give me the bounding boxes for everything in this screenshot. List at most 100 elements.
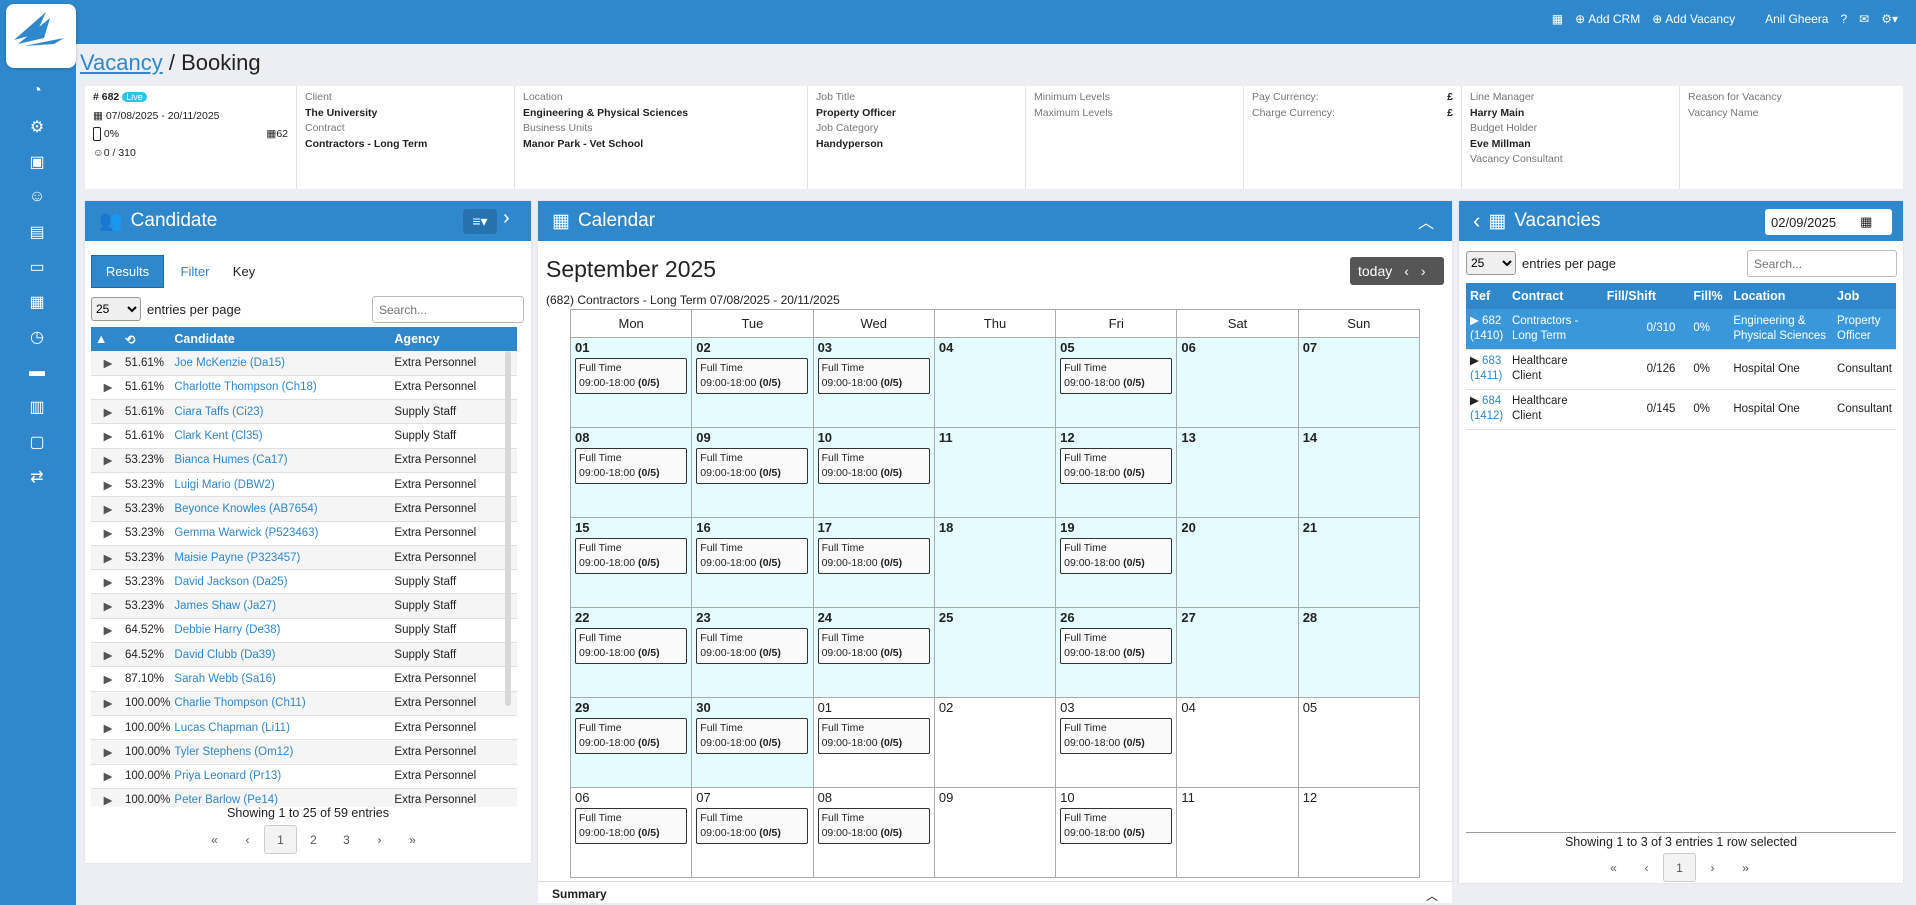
- candidate-link[interactable]: Charlotte Thompson (Ch18): [174, 381, 317, 394]
- calendar-day[interactable]: 10 Full Time 09:00-18:00 (0/5): [812, 427, 935, 518]
- id-card-icon[interactable]: ▭: [29, 259, 45, 276]
- calendar-day[interactable]: 03 Full Time 09:00-18:00 (0/5): [1055, 697, 1178, 788]
- chevron-right-icon[interactable]: ›: [503, 207, 510, 229]
- page-button[interactable]: ›: [1710, 860, 1715, 875]
- col-contract[interactable]: Contract: [1507, 283, 1603, 309]
- shift-event[interactable]: Full Time 09:00-18:00 (0/5): [1060, 628, 1173, 664]
- logo[interactable]: [6, 4, 76, 68]
- calendar-day[interactable]: 17 Full Time 09:00-18:00 (0/5): [812, 517, 935, 608]
- shift-event[interactable]: Full Time 09:00-18:00 (0/5): [696, 628, 809, 664]
- calendar-day[interactable]: 23 Full Time 09:00-18:00 (0/5): [691, 607, 814, 698]
- calendar-day[interactable]: 06: [1176, 337, 1299, 428]
- expand-icon[interactable]: ▶: [91, 521, 121, 546]
- table-row[interactable]: ▶ 682 (1410) Contractors - Long Term 0/310 0…: [1466, 309, 1896, 350]
- next-month-icon[interactable]: ›: [1420, 263, 1426, 279]
- shift-event[interactable]: Full Time 09:00-18:00 (0/5): [1060, 538, 1173, 574]
- table-row[interactable]: ▶ 51.61% Clark Kent (Cl35) Supply Staff: [91, 423, 517, 449]
- shift-event[interactable]: Full Time 09:00-18:00 (0/5): [575, 718, 687, 754]
- calendar-day[interactable]: 14: [1297, 427, 1421, 518]
- table-row[interactable]: ▶ 51.61% Ciara Taffs (Ci23) Supply Staff: [91, 399, 517, 425]
- shift-event[interactable]: Full Time 09:00-18:00 (0/5): [817, 718, 930, 754]
- col-ref[interactable]: Ref: [1466, 283, 1508, 309]
- table-row[interactable]: ▶ 53.23% Bianca Humes (Ca17) Extra Personne…: [91, 448, 517, 473]
- vac-entries-select[interactable]: 25: [1466, 251, 1516, 275]
- calendar-day[interactable]: 07 Full Time 09:00-18:00 (0/5): [691, 787, 814, 878]
- calendar-day[interactable]: 28: [1297, 607, 1421, 698]
- date-picker-icon[interactable]: ▦: [1860, 214, 1873, 229]
- page-button[interactable]: »: [409, 832, 416, 847]
- calendar-day[interactable]: 10 Full Time 09:00-18:00 (0/5): [1055, 787, 1178, 878]
- expand-icon[interactable]: ▶: [91, 472, 121, 498]
- shift-event[interactable]: Full Time 09:00-18:00 (0/5): [696, 718, 809, 754]
- table-row[interactable]: ▶ 53.23% Gemma Warwick (P523463) Extra Pers…: [91, 521, 517, 546]
- candidate-link[interactable]: Lucas Chapman (Li11): [174, 721, 290, 734]
- summary-section[interactable]: Summary ︿: [538, 881, 1452, 903]
- candidate-link[interactable]: Beyonce Knowles (AB7654): [174, 502, 318, 515]
- calendar-day[interactable]: 26 Full Time 09:00-18:00 (0/5): [1055, 607, 1178, 698]
- expand-icon[interactable]: ▶: [1470, 314, 1483, 327]
- shift-event[interactable]: Full Time 09:00-18:00 (0/5): [1060, 448, 1173, 484]
- prev-month-icon[interactable]: ‹: [1404, 263, 1409, 279]
- candidate-link[interactable]: Gemma Warwick (P523463): [174, 527, 319, 540]
- shift-event[interactable]: Full Time 09:00-18:00 (0/5): [1060, 718, 1173, 754]
- expand-icon[interactable]: ▶: [91, 375, 121, 401]
- table-row[interactable]: ▶ 53.23% David Jackson (Da25) Supply Staff: [91, 569, 517, 595]
- tab-filter[interactable]: Filter: [180, 264, 210, 279]
- expand-icon[interactable]: ▶: [1470, 355, 1483, 367]
- page-button[interactable]: ‹: [245, 832, 250, 847]
- candidate-link[interactable]: Maisie Payne (P323457): [174, 551, 301, 564]
- calendar-day[interactable]: 07: [1297, 337, 1421, 428]
- add-vacancy-button[interactable]: ⊕ Add Vacancy: [1652, 12, 1736, 26]
- candidate-link[interactable]: Sarah Webb (Sa16): [174, 673, 276, 685]
- shift-event[interactable]: Full Time 09:00-18:00 (0/5): [575, 628, 687, 664]
- candidate-link[interactable]: Tyler Stephens (Om12): [174, 745, 294, 758]
- table-row[interactable]: ▶ 64.52% Debbie Harry (De38) Supply Staff: [91, 618, 517, 644]
- network-icon[interactable]: ⚙: [29, 119, 45, 136]
- expand-icon[interactable]: ▶: [91, 764, 121, 789]
- shift-event[interactable]: Full Time 09:00-18:00 (0/5): [1060, 808, 1173, 844]
- expand-icon[interactable]: ▶: [91, 448, 121, 473]
- vacancy-id-link[interactable]: (1412): [1470, 410, 1504, 422]
- table-row[interactable]: ▶ 683 (1411) Healthcare Client 0/126 0% Hospi…: [1466, 349, 1896, 390]
- calendar-day[interactable]: 03 Full Time 09:00-18:00 (0/5): [812, 337, 935, 428]
- calendar-day[interactable]: 22 Full Time 09:00-18:00 (0/5): [569, 607, 693, 698]
- col-fill-shift[interactable]: Fill/Shift: [1602, 283, 1690, 309]
- col-agency[interactable]: Agency: [390, 327, 517, 351]
- clock-icon[interactable]: ◷: [30, 329, 44, 346]
- candidate-link[interactable]: Debbie Harry (De38): [174, 624, 281, 637]
- page-button[interactable]: ‹: [1644, 860, 1649, 875]
- table-row[interactable]: ▶ 100.00% Peter Barlow (Pe14) Extra Personn…: [91, 788, 517, 807]
- page-button[interactable]: «: [211, 832, 218, 847]
- menu-dropdown-button[interactable]: ≡▾: [463, 209, 497, 234]
- table-row[interactable]: ▶ 53.23% Luigi Mario (DBW2) Extra Personnel: [91, 472, 517, 498]
- table-row[interactable]: ▶ 100.00% Tyler Stephens (Om12) Extra Perso…: [91, 739, 517, 765]
- calendar-day[interactable]: 11: [933, 427, 1057, 518]
- expand-icon[interactable]: ▶: [91, 691, 121, 716]
- shift-event[interactable]: Full Time 09:00-18:00 (0/5): [817, 358, 930, 394]
- candidate-link[interactable]: Ciara Taffs (Ci23): [174, 405, 264, 418]
- card-icon[interactable]: ▬: [29, 363, 45, 380]
- calendar-day[interactable]: 02: [933, 697, 1057, 788]
- calendar-day[interactable]: 02 Full Time 09:00-18:00 (0/5): [691, 337, 814, 428]
- shift-event[interactable]: Full Time 09:00-18:00 (0/5): [1060, 358, 1173, 394]
- table-row[interactable]: ▶ 53.23% Maisie Payne (P323457) Extra Perso…: [91, 545, 517, 571]
- today-button[interactable]: today: [1358, 263, 1393, 279]
- help-icon[interactable]: ?: [1840, 12, 1848, 26]
- expand-icon[interactable]: ▶: [91, 739, 121, 765]
- expand-icon[interactable]: ▶: [1470, 395, 1483, 407]
- candidate-link[interactable]: Peter Barlow (Pe14): [174, 794, 278, 807]
- chevron-left-icon[interactable]: ‹: [1473, 208, 1481, 233]
- shift-event[interactable]: Full Time 09:00-18:00 (0/5): [817, 628, 930, 664]
- calendar-day[interactable]: 16 Full Time 09:00-18:00 (0/5): [691, 517, 814, 608]
- shift-event[interactable]: Full Time 09:00-18:00 (0/5): [575, 358, 687, 394]
- calendar-day[interactable]: 01 Full Time 09:00-18:00 (0/5): [812, 697, 935, 788]
- user-icon[interactable]: ☺: [28, 188, 46, 205]
- shift-event[interactable]: Full Time 09:00-18:00 (0/5): [575, 538, 687, 574]
- calendar-day[interactable]: 21: [1297, 517, 1421, 608]
- shift-event[interactable]: Full Time 09:00-18:00 (0/5): [696, 358, 809, 394]
- shift-event[interactable]: Full Time 09:00-18:00 (0/5): [817, 538, 930, 574]
- shift-event[interactable]: Full Time 09:00-18:00 (0/5): [696, 448, 809, 484]
- calendar-day[interactable]: 05 Full Time 09:00-18:00 (0/5): [1055, 337, 1178, 428]
- page-button[interactable]: 2: [310, 832, 317, 847]
- calendar-day[interactable]: 19 Full Time 09:00-18:00 (0/5): [1055, 517, 1178, 608]
